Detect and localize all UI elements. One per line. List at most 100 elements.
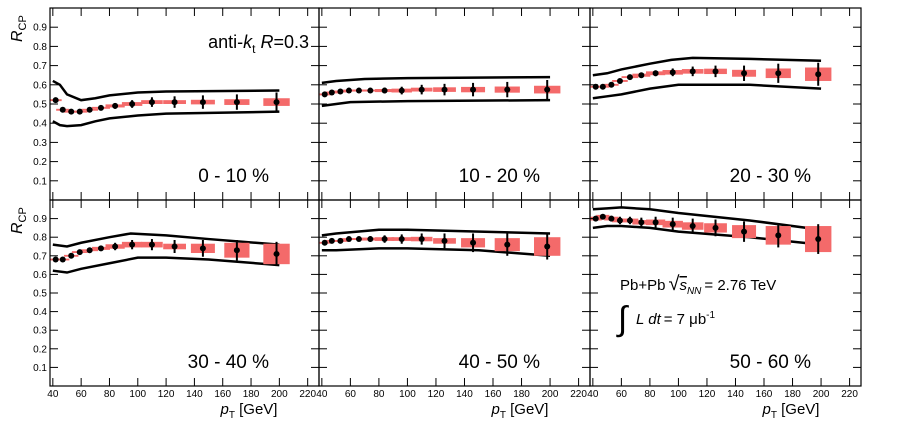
- panel-frame: [589, 7, 862, 201]
- data-point: [321, 91, 328, 98]
- data-point: [608, 81, 615, 88]
- annotation-part: =0.3: [273, 32, 309, 52]
- data-point: [367, 236, 374, 243]
- panel: [319, 228, 561, 260]
- x-tick-label: 160: [756, 389, 773, 400]
- panel-title: 20 - 30 %: [730, 166, 811, 187]
- data-point: [418, 236, 425, 243]
- y-tick-label: 0.1: [33, 363, 47, 374]
- panel-frame: [49, 199, 320, 387]
- x-tick-label: 100: [129, 389, 146, 400]
- data-point: [441, 86, 448, 93]
- annotation-part: NN: [687, 286, 702, 297]
- data-point: [418, 86, 425, 93]
- y-tick-label: 0.9: [33, 214, 47, 225]
- data-point: [97, 245, 104, 252]
- y-label-main: R: [9, 222, 26, 234]
- x-tick-label: 100: [670, 389, 687, 400]
- data-point: [97, 104, 104, 111]
- x-axis-label: pT [GeV]: [762, 401, 820, 421]
- data-point: [129, 241, 136, 248]
- band-line: [592, 56, 822, 77]
- data-point: [233, 247, 240, 254]
- data-point: [52, 256, 59, 263]
- x-tick-label: 120: [158, 389, 175, 400]
- annotation: L dt = 7 μb-1: [636, 310, 716, 328]
- band-line: [321, 247, 551, 258]
- y-tick-label: 0.3: [33, 138, 47, 149]
- data-point: [381, 87, 388, 94]
- x-tick-label: 220: [841, 389, 858, 400]
- annotation-part: k: [243, 32, 253, 52]
- data-point: [345, 87, 352, 94]
- data-point: [599, 213, 606, 220]
- data-point: [398, 87, 405, 94]
- data-point: [367, 87, 374, 94]
- data-point: [328, 237, 335, 244]
- data-point: [712, 68, 719, 75]
- data-point: [815, 236, 822, 243]
- x-tick-label: 200: [813, 389, 830, 400]
- data-point: [199, 245, 206, 252]
- x-axis-label: pT [GeV]: [491, 401, 549, 421]
- data-point: [689, 223, 696, 230]
- y-axis-label: RCP: [9, 15, 29, 42]
- data-point: [741, 228, 748, 235]
- y-label-sub: CP: [17, 15, 29, 30]
- band-line: [52, 256, 280, 274]
- data-point: [616, 217, 623, 224]
- data-point: [638, 219, 645, 226]
- panel-title: 30 - 40 %: [188, 352, 269, 373]
- data-point: [59, 106, 66, 113]
- panel-frame: [318, 199, 591, 387]
- annotation-part: s: [679, 277, 687, 294]
- x-tick-label: 180: [243, 389, 260, 400]
- x-tick-label: 220: [299, 389, 316, 400]
- x-tick-label: 100: [399, 389, 416, 400]
- data-point: [233, 99, 240, 106]
- annotation-part: t: [252, 42, 256, 56]
- data-point: [86, 106, 93, 113]
- x-tick-label: 40: [47, 389, 59, 400]
- x-tick-label: 60: [616, 389, 628, 400]
- data-point: [59, 256, 66, 263]
- data-point: [441, 237, 448, 244]
- band-line: [321, 228, 551, 237]
- annotation-part: = 2.76 TeV: [704, 277, 776, 294]
- data-point: [544, 243, 551, 250]
- y-tick-label: 0.4: [33, 307, 47, 318]
- data-point: [321, 239, 328, 246]
- x-axis-label: pT [GeV]: [220, 401, 278, 421]
- x-tick-label: 140: [727, 389, 744, 400]
- data-point: [599, 83, 606, 90]
- data-point: [148, 99, 155, 106]
- y-tick-label: 0.7: [33, 251, 47, 262]
- band-line: [592, 206, 822, 231]
- panel: [590, 56, 832, 100]
- x-tick-label: 160: [214, 389, 231, 400]
- panel-title: 10 - 20 %: [459, 166, 540, 187]
- annotation: anti-kt R=0.3: [208, 32, 309, 56]
- data-point: [652, 70, 659, 77]
- y-tick-label: 0.6: [33, 270, 47, 281]
- data-point: [741, 70, 748, 77]
- x-tick-label: 40: [587, 389, 599, 400]
- data-point: [337, 237, 344, 244]
- x-label-unit: [GeV]: [506, 401, 549, 418]
- y-label-sub: CP: [17, 207, 29, 222]
- band-line: [52, 79, 280, 102]
- data-point: [273, 250, 280, 257]
- data-point: [355, 236, 362, 243]
- data-point: [381, 236, 388, 243]
- data-point: [626, 217, 633, 224]
- band-line: [592, 83, 822, 100]
- annotation-part: = 7 μb: [664, 311, 706, 328]
- annotation-integral: ∫: [616, 300, 629, 338]
- annotation-part: -1: [706, 310, 715, 321]
- panel: [50, 79, 290, 128]
- y-tick-label: 0.5: [33, 100, 47, 111]
- data-point: [86, 247, 93, 254]
- data-point: [398, 236, 405, 243]
- data-point: [345, 236, 352, 243]
